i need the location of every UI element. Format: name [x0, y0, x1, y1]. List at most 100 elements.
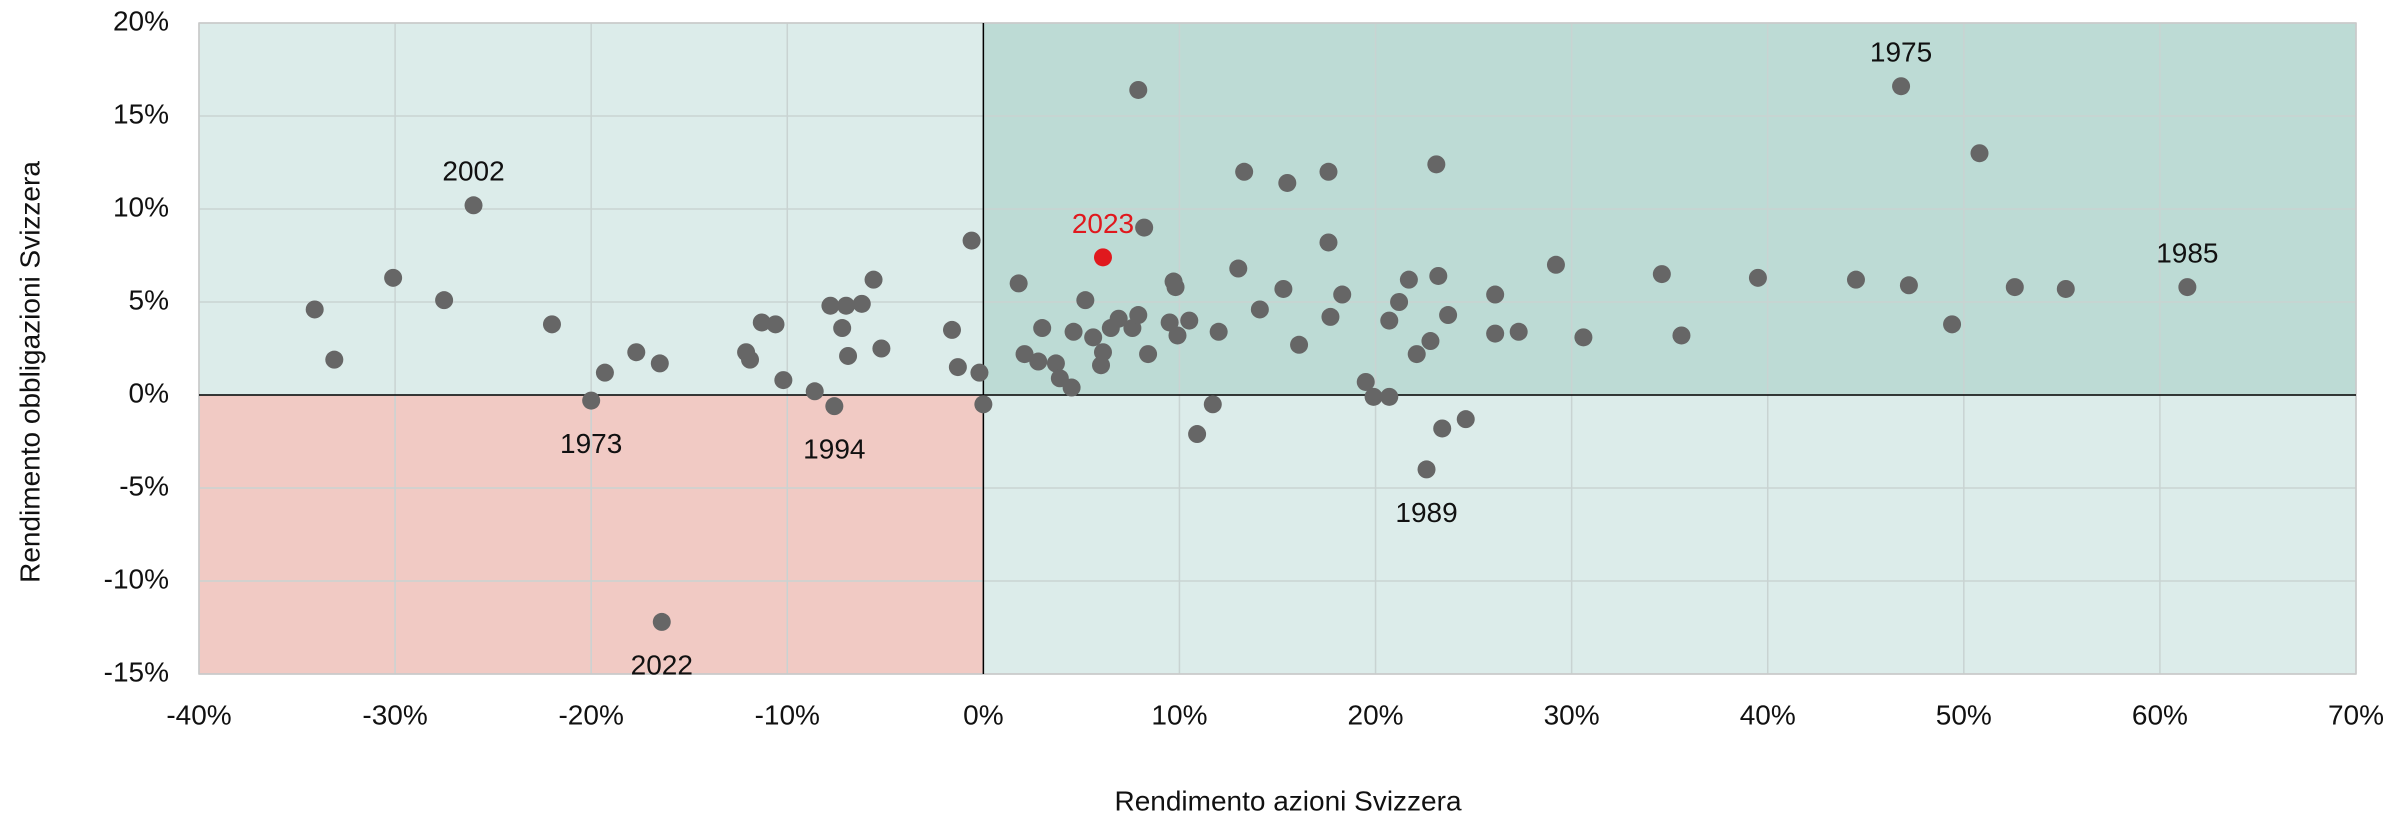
point	[1486, 324, 1505, 343]
point	[1009, 274, 1028, 293]
point	[1029, 352, 1048, 371]
point	[1672, 326, 1691, 345]
annotation: 1989	[1395, 497, 1457, 528]
point	[1429, 266, 1448, 285]
point	[1892, 77, 1911, 96]
annotation: 2002	[442, 156, 504, 187]
point	[1046, 354, 1065, 373]
point	[595, 363, 614, 382]
point	[1084, 328, 1103, 347]
point	[1427, 155, 1446, 174]
point	[305, 300, 324, 319]
point	[1546, 255, 1565, 274]
point	[1290, 335, 1309, 354]
point	[1321, 307, 1340, 326]
point	[2178, 278, 2197, 297]
point	[1235, 162, 1254, 181]
point	[1652, 265, 1671, 284]
point	[1433, 419, 1452, 438]
point	[1274, 279, 1293, 298]
point	[1356, 372, 1375, 391]
point	[627, 343, 646, 362]
y-tick-label: 0%	[129, 377, 169, 408]
point	[325, 350, 344, 369]
y-tick-label: 5%	[129, 284, 169, 315]
point	[864, 270, 883, 289]
point	[948, 358, 967, 377]
point	[1846, 270, 1865, 289]
point	[1421, 332, 1440, 351]
point	[1139, 345, 1158, 364]
point	[1319, 162, 1338, 181]
x-tick-label: 60%	[2132, 699, 2188, 730]
x-tick-label: 50%	[1936, 699, 1992, 730]
point	[1390, 293, 1409, 311]
point	[1399, 270, 1418, 289]
point	[1333, 285, 1352, 304]
point	[1970, 144, 1989, 163]
y-tick-label: -15%	[104, 656, 169, 687]
point	[1129, 306, 1148, 325]
x-tick-label: 0%	[963, 699, 1003, 730]
point	[1943, 315, 1962, 334]
point	[542, 315, 561, 334]
point	[1364, 387, 1383, 406]
x-tick-label: -10%	[755, 699, 820, 730]
point	[1109, 309, 1128, 328]
point	[1129, 80, 1148, 99]
y-tick-label: -10%	[104, 563, 169, 594]
y-tick-label: 15%	[113, 98, 169, 129]
point	[852, 294, 871, 313]
point	[1899, 276, 1918, 295]
point	[962, 231, 981, 250]
x-tick-label: 30%	[1544, 699, 1600, 730]
point	[1209, 322, 1228, 341]
x-tick-label: 20%	[1348, 699, 1404, 730]
point	[1166, 278, 1185, 297]
y-axis-title: Rendimento obbligazioni Svizzera	[14, 161, 45, 583]
point	[825, 397, 844, 416]
point	[464, 196, 483, 215]
point	[1319, 233, 1338, 252]
point	[741, 350, 760, 369]
x-tick-label: 10%	[1151, 699, 1207, 730]
point	[1417, 460, 1436, 479]
point	[821, 296, 840, 315]
point	[766, 315, 785, 334]
point	[839, 346, 858, 365]
point	[1168, 326, 1187, 345]
point	[752, 313, 771, 332]
point	[872, 339, 891, 358]
x-axis-title: Rendimento azioni Svizzera	[1114, 785, 1461, 816]
y-tick-label: 10%	[113, 191, 169, 222]
point	[837, 296, 856, 315]
point	[833, 319, 852, 338]
highlight-point	[1093, 248, 1112, 267]
point	[582, 391, 601, 410]
point	[2005, 278, 2024, 297]
point	[805, 382, 824, 401]
point	[1407, 345, 1426, 364]
annotation: 1975	[1870, 37, 1932, 68]
annotation: 1985	[2156, 238, 2218, 269]
point	[942, 320, 961, 339]
point	[1486, 285, 1505, 304]
point	[1093, 343, 1112, 362]
annotation: 1973	[560, 428, 622, 459]
point	[774, 371, 793, 390]
point	[650, 354, 669, 373]
point	[1380, 387, 1399, 406]
x-tick-label: -40%	[166, 699, 231, 730]
point	[970, 363, 989, 382]
point	[1160, 313, 1179, 332]
point	[1439, 306, 1458, 325]
annotation: 2022	[631, 649, 693, 680]
point	[1509, 322, 1528, 341]
point	[1135, 218, 1154, 237]
point	[1188, 425, 1207, 444]
point	[1229, 259, 1248, 278]
x-tick-label: 70%	[2328, 699, 2384, 730]
point	[1574, 328, 1593, 347]
